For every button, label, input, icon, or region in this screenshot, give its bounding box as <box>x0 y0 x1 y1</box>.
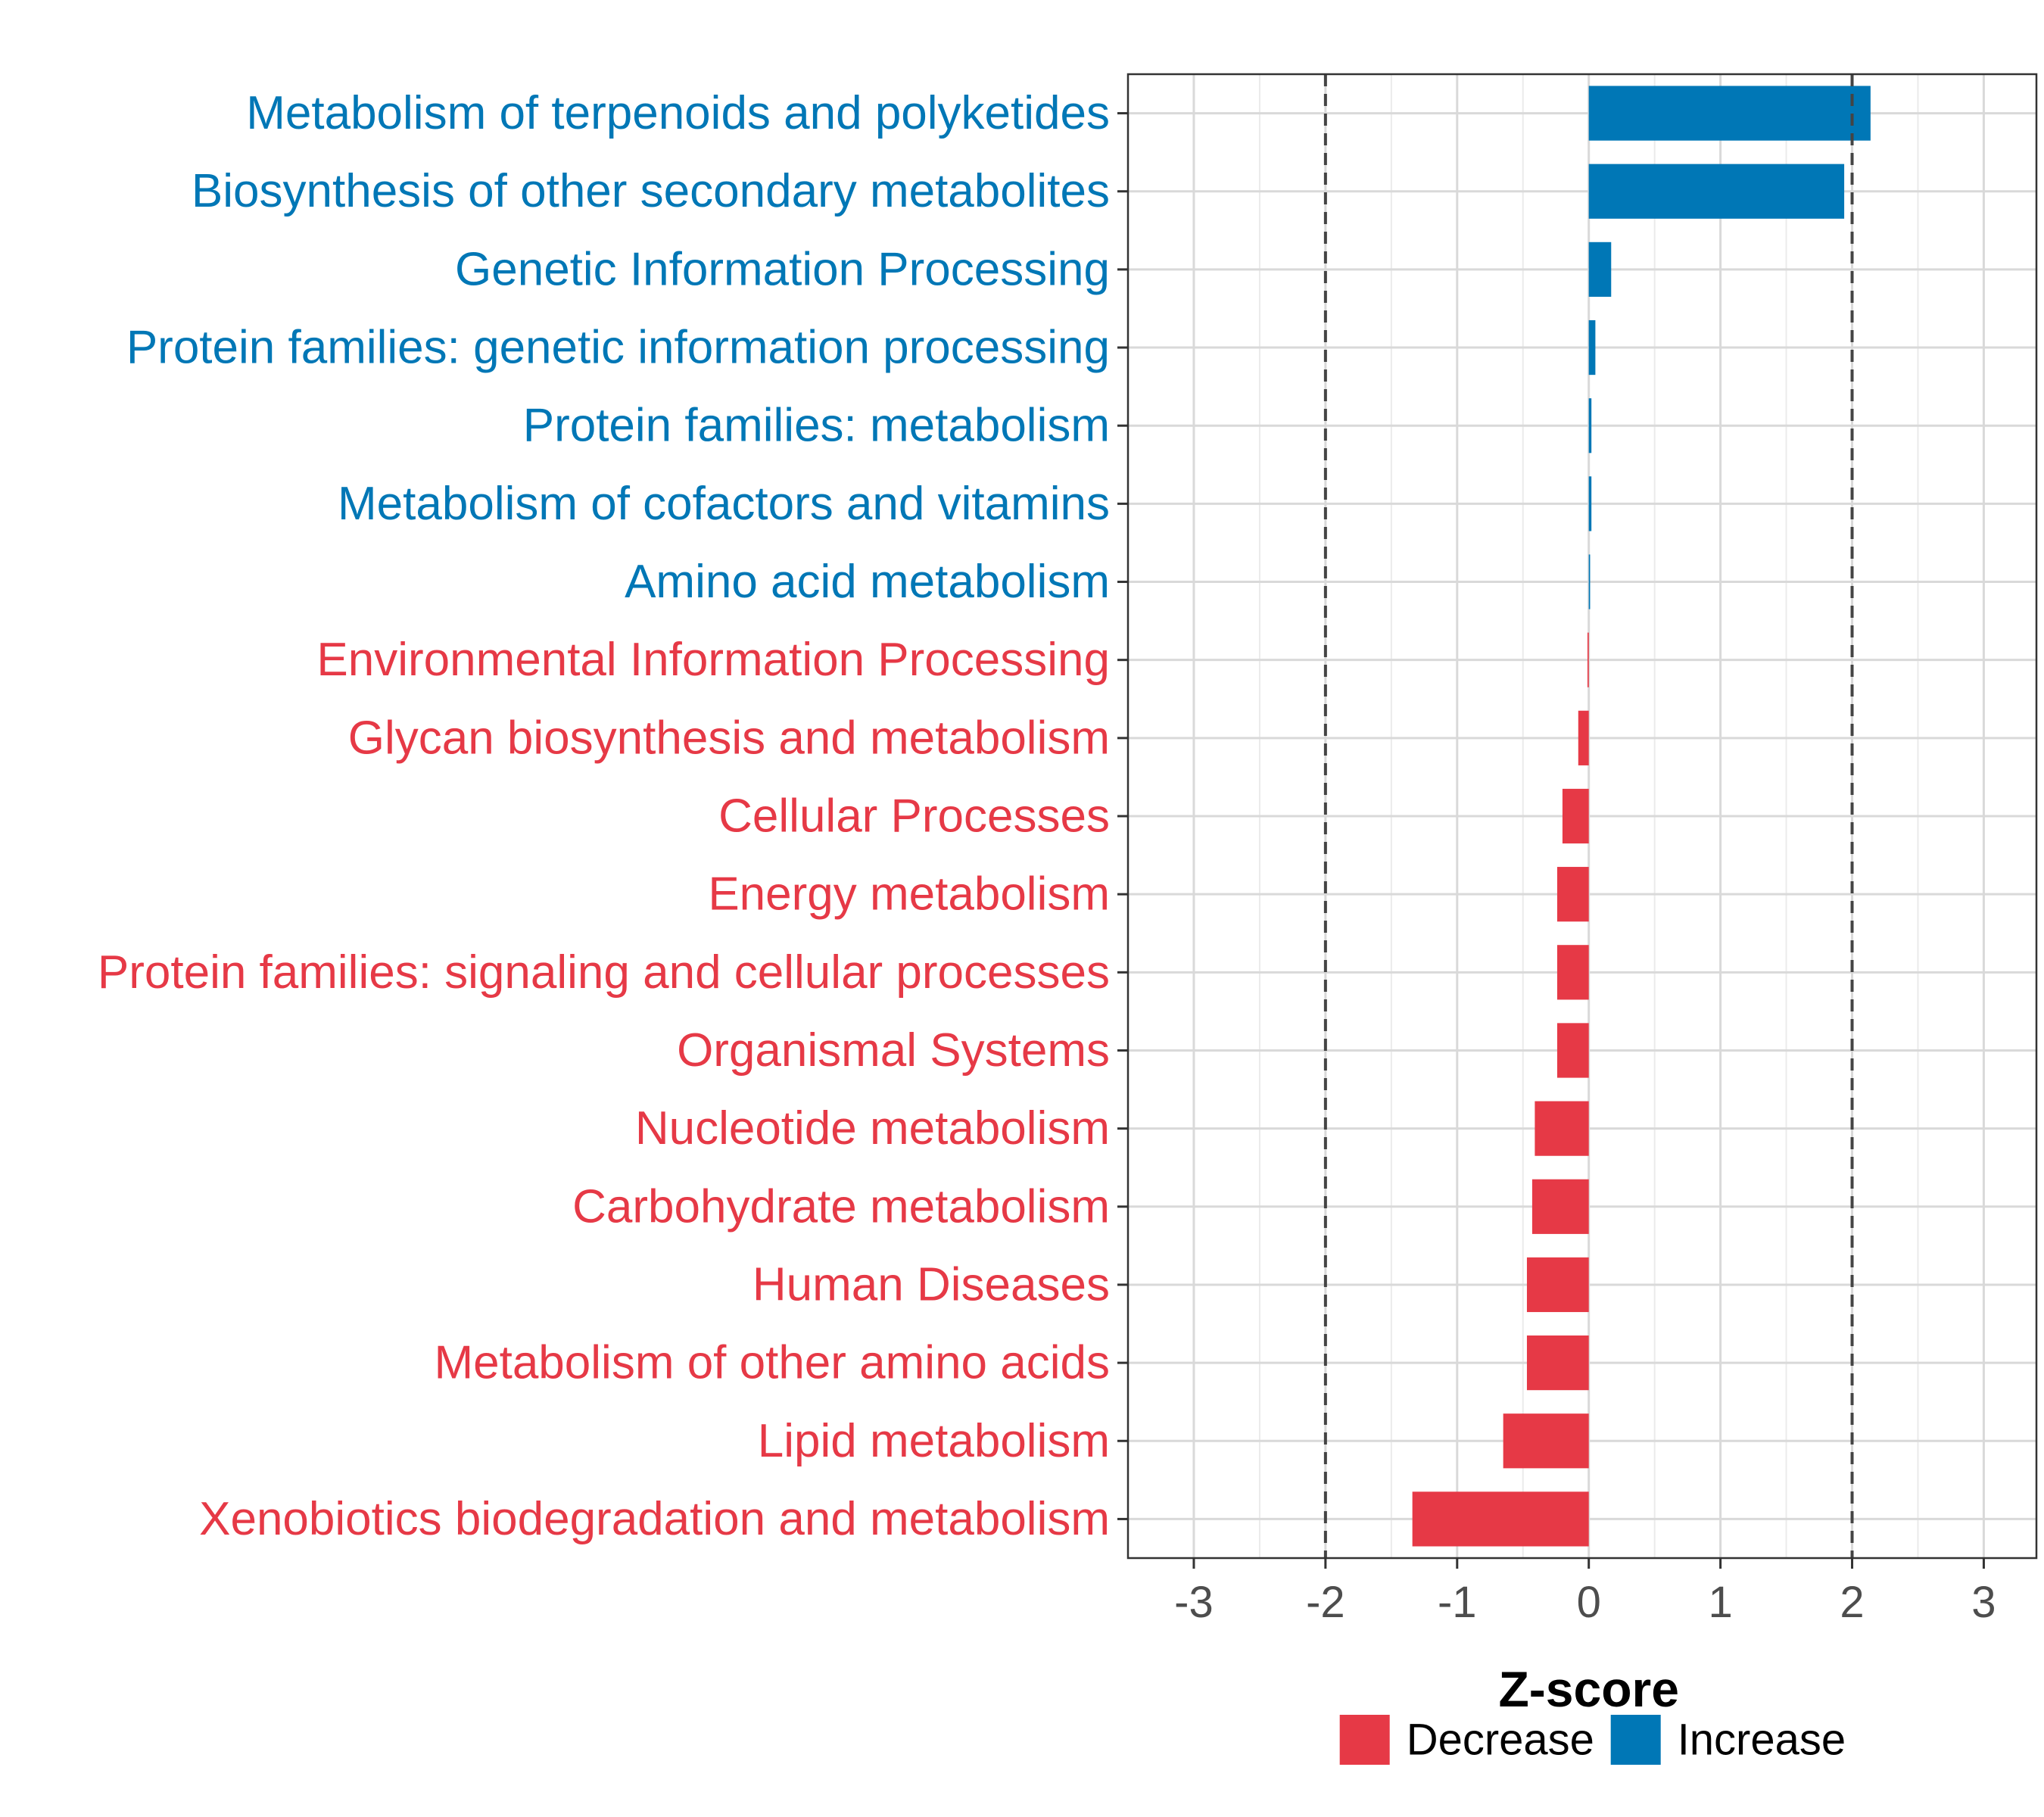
bar-14 <box>1535 1101 1589 1156</box>
category-label-5: Protein families: metabolism <box>523 400 1110 452</box>
category-label-8: Environmental Information Processing <box>316 634 1110 686</box>
x-tick-labels: -3 -2 -1 0 1 2 3 <box>1174 1578 1996 1627</box>
category-label-10: Cellular Processes <box>718 790 1110 843</box>
category-label-1: Metabolism of terpenoids and polyketides <box>246 87 1110 139</box>
legend-label-decrease: Decrease <box>1407 1716 1594 1765</box>
bar-3 <box>1588 242 1612 297</box>
category-label-19: Xenobiotics biodegradation and metabolis… <box>199 1493 1110 1545</box>
category-label-4: Protein families: genetic information pr… <box>126 322 1110 374</box>
category-label-3: Genetic Information Processing <box>455 243 1110 295</box>
category-label-15: Carbohydrate metabolism <box>572 1180 1110 1233</box>
bar-18 <box>1503 1413 1589 1469</box>
category-label-6: Metabolism of cofactors and vitamins <box>338 478 1110 530</box>
legend-key-increase <box>1610 1715 1661 1765</box>
bar-5 <box>1588 398 1592 453</box>
bar-19 <box>1412 1491 1589 1547</box>
bar-8 <box>1587 632 1589 687</box>
legend-key-decrease <box>1339 1715 1390 1765</box>
bar-7 <box>1588 554 1591 609</box>
legend: Decrease Increase <box>1339 1715 1846 1765</box>
bar-4 <box>1588 319 1596 376</box>
bar-16 <box>1526 1257 1589 1313</box>
bar-2 <box>1588 164 1845 219</box>
category-label-11: Energy metabolism <box>708 868 1110 921</box>
category-label-9: Glycan biosynthesis and metabolism <box>348 712 1110 764</box>
axis-ticks <box>1117 112 1985 1569</box>
x-tick-label: 0 <box>1577 1578 1601 1627</box>
category-label-2: Biosynthesis of other secondary metaboli… <box>192 165 1110 217</box>
category-label-7: Amino acid metabolism <box>625 556 1110 608</box>
x-tick-label: -2 <box>1306 1578 1345 1627</box>
bar-17 <box>1526 1335 1589 1391</box>
bar-9 <box>1578 710 1589 765</box>
category-label-13: Organismal Systems <box>677 1024 1110 1077</box>
bar-1 <box>1588 86 1871 141</box>
x-tick-label: -1 <box>1438 1578 1477 1627</box>
bar-15 <box>1531 1179 1589 1234</box>
reference-lines <box>1323 74 1854 1558</box>
category-labels: Metabolism of terpenoids and polyketides… <box>98 87 1110 1545</box>
category-label-16: Human Diseases <box>752 1258 1110 1311</box>
bar-13 <box>1556 1023 1589 1078</box>
bars-layer <box>1412 86 1871 1547</box>
category-label-17: Metabolism of other amino acids <box>434 1337 1110 1389</box>
x-tick-label: 3 <box>1971 1578 1996 1627</box>
category-label-14: Nucleotide metabolism <box>635 1102 1110 1155</box>
x-axis-title: Z-score <box>1498 1661 1678 1717</box>
x-tick-label: 1 <box>1708 1578 1732 1627</box>
x-tick-label: -3 <box>1174 1578 1214 1627</box>
bar-12 <box>1556 945 1589 1000</box>
bar-11 <box>1556 867 1589 922</box>
legend-label-increase: Increase <box>1678 1716 1846 1765</box>
category-label-18: Lipid metabolism <box>758 1415 1110 1467</box>
x-tick-label: 2 <box>1840 1578 1864 1627</box>
bar-10 <box>1562 788 1589 844</box>
bar-6 <box>1588 476 1592 531</box>
category-label-12: Protein families: signaling and cellular… <box>98 946 1110 999</box>
